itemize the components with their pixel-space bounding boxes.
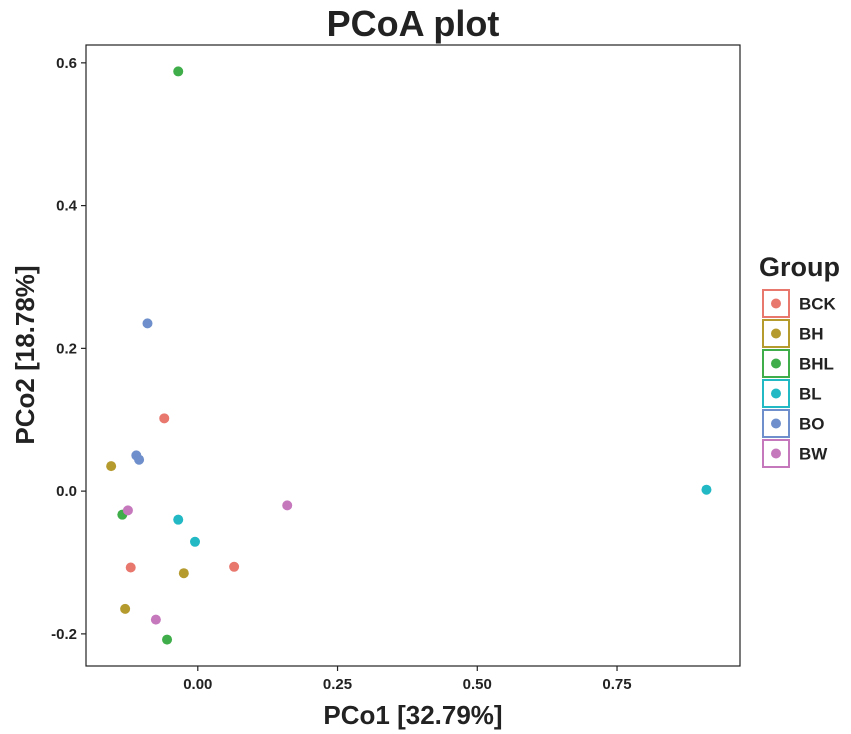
plot-panel [85, 44, 741, 667]
point-bw [282, 500, 293, 511]
x-tick-label: 0.75 [602, 676, 631, 693]
x-tick-label: 0.25 [323, 676, 352, 693]
point-bh [106, 461, 117, 472]
legend-label-bo: BO [799, 415, 825, 434]
x-tick-label: 0.50 [463, 676, 492, 693]
y-tick-label: 0.6 [56, 55, 77, 72]
point-bw [150, 614, 161, 625]
x-tick-label: 0.00 [183, 676, 212, 693]
y-tick-label: 0.2 [56, 340, 77, 357]
y-axis: -0.2 0.0 0.2 0.4 0.6 [51, 55, 86, 643]
legend-key-bl [762, 379, 790, 408]
point-bh [178, 568, 189, 579]
point-bw [122, 505, 133, 516]
legend-marker-bhl [771, 358, 781, 369]
point-bo [134, 454, 145, 465]
legend-marker-bo [771, 418, 781, 429]
y-axis-label: PCo2 [18.78%] [10, 265, 40, 444]
legend-label-bw: BW [799, 445, 828, 464]
y-tick-label: 0.4 [56, 198, 78, 215]
point-bck [125, 562, 136, 573]
x-axis-label: PCo1 [32.79%] [323, 700, 502, 730]
chart-title: PCoA plot [327, 3, 500, 44]
legend-marker-bl [771, 388, 781, 399]
point-bo [142, 318, 153, 329]
point-bl [190, 536, 200, 547]
y-tick-label: -0.2 [51, 626, 77, 643]
legend-key-bo [762, 409, 790, 438]
point-bl [173, 514, 184, 525]
legend-marker-bck [771, 298, 781, 309]
data-points [106, 66, 712, 645]
point-bck [159, 413, 170, 424]
point-bhl [162, 634, 173, 645]
x-axis: 0.00 0.25 0.50 0.75 [183, 666, 632, 693]
legend-label-bhl: BHL [799, 355, 834, 374]
point-bck [229, 561, 240, 572]
legend-label-bl: BL [799, 385, 822, 404]
y-tick-label: 0.0 [56, 483, 77, 500]
legend-marker-bw [771, 448, 781, 459]
point-bhl [173, 66, 184, 77]
legend-marker-bh [771, 328, 781, 339]
point-bl [701, 484, 712, 495]
legend-label-bck: BCK [799, 295, 837, 314]
point-bh [120, 603, 131, 614]
legend: Group BCK BH BHL BL BO BW [759, 252, 840, 468]
legend-title: Group [759, 252, 840, 282]
legend-label-bh: BH [799, 325, 824, 344]
